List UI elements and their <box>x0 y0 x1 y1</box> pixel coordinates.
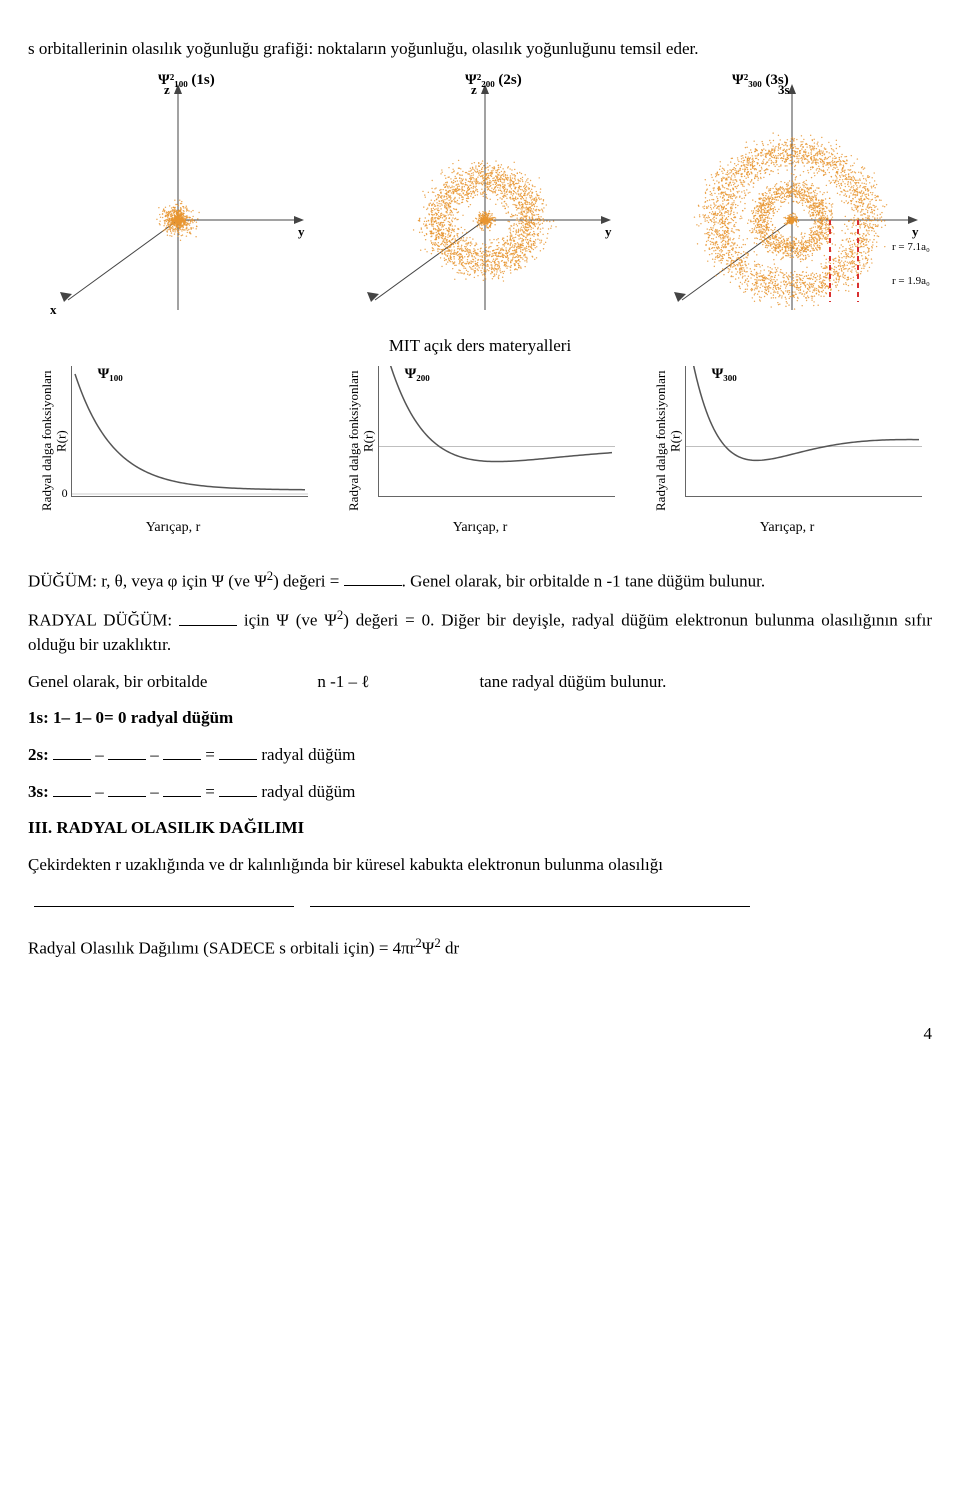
orbital-density-row: Ψ²₁₀₀ (1s) zy x Ψ²₂₀₀ (2s) zy Ψ²₃₀₀ (3s) … <box>28 70 932 330</box>
section3-title: III. RADYAL OLASILIK DAĞILIMI <box>28 816 932 841</box>
orbital-3s-svg: 3syr = 1.9a₀r = 7.1a₀ <box>642 70 932 330</box>
dashline-row <box>28 894 932 919</box>
blank-radyal <box>179 609 237 625</box>
genel-row: Genel olarak, bir orbitalde n -1 – ℓ tan… <box>28 670 932 695</box>
psi-label-1s: Ψ₁₀₀ <box>98 364 123 386</box>
svg-text:y: y <box>605 224 612 239</box>
dugum-post2: . Genel olarak, bir orbitalde n -1 tane … <box>402 571 766 590</box>
rpd-line: Radyal Olasılık Dağılımı (SADECE s orbit… <box>28 934 932 961</box>
radyal-dugum-paragraph: RADYAL DÜĞÜM: için Ψ (ve Ψ2) değeri = 0.… <box>28 606 932 658</box>
orbital-1s: Ψ²₁₀₀ (1s) zyx <box>28 70 318 330</box>
radyal-pre: RADYAL DÜĞÜM: <box>28 611 179 630</box>
figure-caption: MIT açık ders materyalleri <box>28 334 932 359</box>
xlabel-2s: Yarıçap, r <box>453 518 508 538</box>
wavefn-1s: Radyal dalga fonksiyonları R(r) Ψ₁₀₀ 0 Y… <box>28 366 318 538</box>
ylabel-3s: Radyal dalga fonksiyonları R(r) <box>652 366 685 516</box>
dashline-right <box>310 906 750 907</box>
orbital-1s-svg: zyx <box>28 70 318 330</box>
dugum-pre: DÜĞÜM: r, θ, veya φ için Ψ (ve Ψ <box>28 571 267 590</box>
zero-tick-1s: 0 <box>62 485 68 502</box>
line-2s: 2s: – – = radyal düğüm <box>28 743 932 768</box>
orbital-3s: Ψ²₃₀₀ (3s) 3syr = 1.9a₀r = 7.1a₀ <box>642 70 932 330</box>
psi2-label-2s: Ψ²₂₀₀ (2s) <box>465 70 522 92</box>
svg-text:y: y <box>912 224 919 239</box>
ylabel-2s: Radyal dalga fonksiyonları R(r) <box>345 366 378 516</box>
line-1s: 1s: 1– 1– 0= 0 radyal düğüm <box>28 706 932 731</box>
plotbox-2s: Ψ₂₀₀ <box>378 366 615 497</box>
plotbox-1s: Ψ₁₀₀ 0 <box>71 366 308 497</box>
wavefunction-row: Radyal dalga fonksiyonları R(r) Ψ₁₀₀ 0 Y… <box>28 366 932 538</box>
line-3s: 3s: – – = radyal düğüm <box>28 780 932 805</box>
orbital-2s-svg: zy <box>335 70 625 330</box>
svg-text:x: x <box>50 302 57 317</box>
section3-p: Çekirdekten r uzaklığında ve dr kalınlığ… <box>28 853 932 878</box>
psi2-label-1s: Ψ²₁₀₀ (1s) <box>158 70 215 92</box>
genel-a: Genel olarak, bir orbitalde <box>28 670 207 695</box>
plotbox-3s: Ψ₃₀₀ <box>685 366 922 497</box>
dugum-post1: ) değeri = <box>273 571 343 590</box>
xlabel-3s: Yarıçap, r <box>760 518 815 538</box>
psi-label-2s: Ψ₂₀₀ <box>405 364 430 386</box>
xlabel-1s: Yarıçap, r <box>146 518 201 538</box>
intro-text: s orbitallerinin olasılık yoğunluğu graf… <box>28 37 932 62</box>
psi-label-3s: Ψ₃₀₀ <box>712 364 737 386</box>
psi2-label-3s: Ψ²₃₀₀ (3s) <box>732 70 789 92</box>
dugum-paragraph: DÜĞÜM: r, θ, veya φ için Ψ (ve Ψ2) değer… <box>28 567 932 594</box>
genel-c: tane radyal düğüm bulunur. <box>479 670 666 695</box>
page-number: 4 <box>28 1022 932 1047</box>
genel-b: n -1 – ℓ <box>317 670 369 695</box>
wavefn-2s: Radyal dalga fonksiyonları R(r) Ψ₂₀₀ Yar… <box>335 366 625 538</box>
blank-dugum <box>344 570 402 586</box>
svg-text:y: y <box>298 224 305 239</box>
orbital-2s: Ψ²₂₀₀ (2s) zy <box>335 70 625 330</box>
wavefn-3s: Radyal dalga fonksiyonları R(r) Ψ₃₀₀ Yar… <box>642 366 932 538</box>
radyal-mid1: için Ψ (ve Ψ <box>237 611 337 630</box>
dashline-left <box>34 906 294 907</box>
